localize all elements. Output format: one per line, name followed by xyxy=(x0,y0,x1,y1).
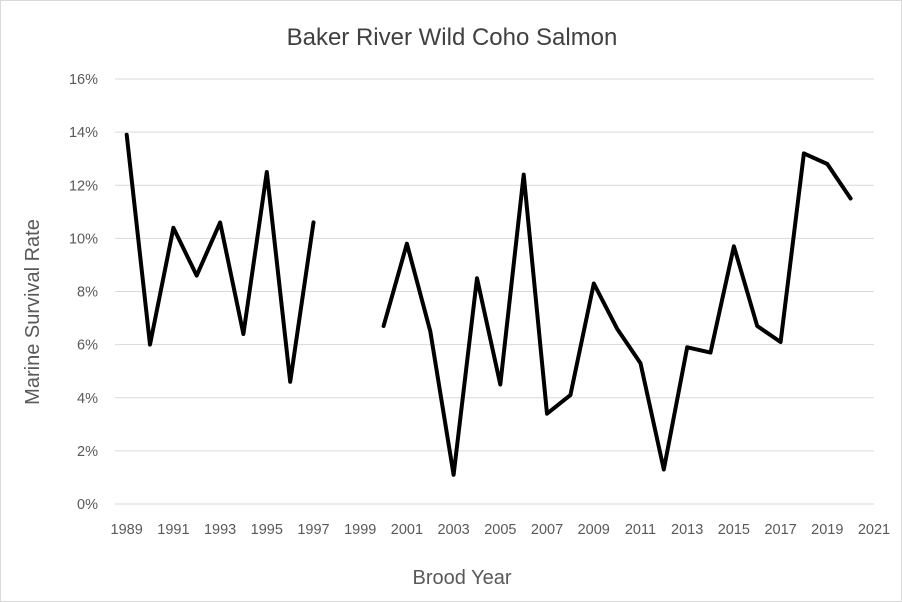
x-tick-label: 1997 xyxy=(297,522,329,538)
x-tick-label: 1995 xyxy=(251,522,283,538)
x-tick-label: 2009 xyxy=(578,522,610,538)
chart-title: Baker River Wild Coho Salmon xyxy=(287,24,618,51)
x-axis-title: Brood Year xyxy=(413,567,512,589)
x-tick-label: 1989 xyxy=(111,522,143,538)
x-tick-label: 2013 xyxy=(671,522,703,538)
x-tick-label: 1993 xyxy=(204,522,236,538)
x-tick-label: 2007 xyxy=(531,522,563,538)
y-axis-tick-labels: 0% 2% 4% 6% 8% 10% 12% 14% 16% xyxy=(69,72,98,513)
series-line-segment xyxy=(124,132,316,384)
x-tick-label: 2017 xyxy=(764,522,796,538)
y-tick-label: 0% xyxy=(77,497,98,513)
y-tick-label: 8% xyxy=(77,285,98,301)
x-tick-label: 2019 xyxy=(811,522,843,538)
series-line-segment xyxy=(381,151,853,477)
x-tick-label: 2003 xyxy=(437,522,469,538)
y-tick-label: 10% xyxy=(69,231,98,247)
x-tick-label: 1999 xyxy=(344,522,376,538)
y-tick-label: 6% xyxy=(77,338,98,354)
x-tick-label: 2001 xyxy=(391,522,423,538)
x-tick-label: 2015 xyxy=(718,522,750,538)
y-tick-label: 2% xyxy=(77,444,98,460)
x-tick-label: 2011 xyxy=(625,522,656,538)
gridlines xyxy=(115,78,874,505)
y-axis-title: Marine Survival Rate xyxy=(22,219,44,405)
x-axis-tick-labels: 1989 1991 1993 1995 1997 1999 2001 2003 2005 2007… xyxy=(111,522,891,538)
y-tick-label: 12% xyxy=(69,178,98,194)
y-tick-label: 4% xyxy=(77,391,98,407)
x-tick-label: 2005 xyxy=(484,522,516,538)
x-tick-label: 1991 xyxy=(157,522,189,538)
x-tick-label: 2021 xyxy=(858,522,890,538)
y-tick-label: 16% xyxy=(69,72,98,88)
series-line-group xyxy=(124,132,853,477)
y-tick-label: 14% xyxy=(69,125,98,141)
